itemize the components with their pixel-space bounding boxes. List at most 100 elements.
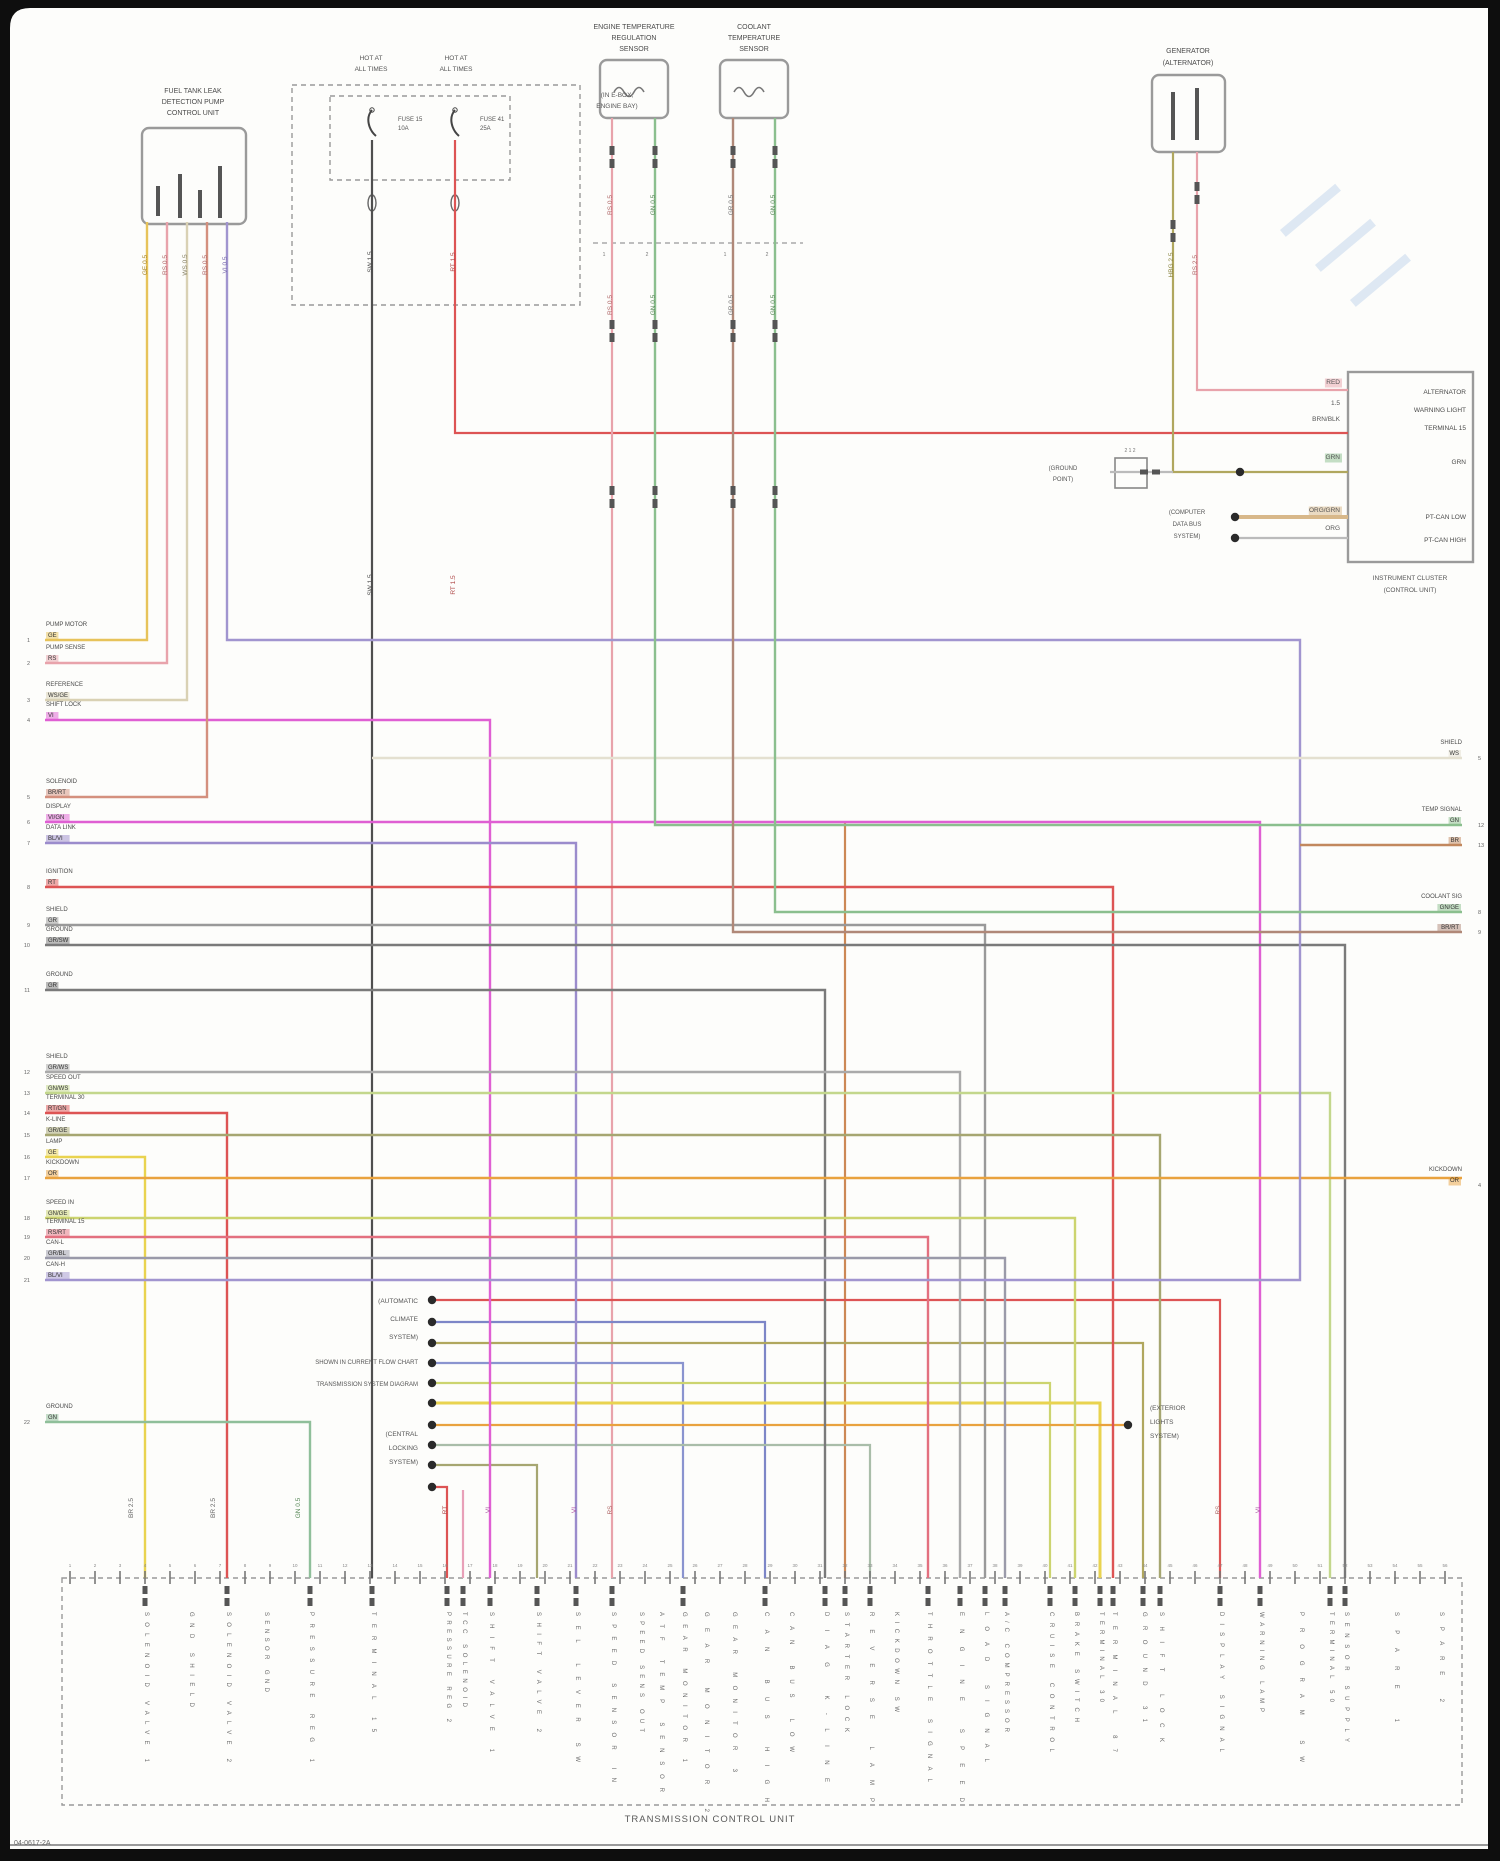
connector-mark [1170, 220, 1176, 229]
wire [432, 1341, 1145, 1578]
label: VI [571, 1507, 578, 1513]
label-bg [1437, 924, 1461, 933]
fuse-row [329, 95, 511, 181]
strip-pin-label: LOAD SIGNAL [983, 1612, 989, 1763]
strip-tick-number: 17 [467, 1563, 473, 1568]
pin-bar [1195, 88, 1199, 140]
label: GN 0.5 [295, 1497, 302, 1518]
label: SYSTEM) [389, 1459, 418, 1466]
splice-dot [427, 1482, 437, 1492]
left-pin-number: 6 [27, 820, 30, 826]
strip-entry-bar [444, 1598, 450, 1606]
strip-tick-number: 38 [992, 1563, 998, 1568]
watermark-bar [1280, 183, 1341, 237]
strip-tick-number: 49 [1267, 1563, 1273, 1568]
strip-entry-bar [369, 1586, 375, 1594]
label: GN 0.5 [770, 294, 777, 315]
strip-entry-bar [1072, 1598, 1078, 1606]
wire [432, 1381, 1052, 1578]
label: RS 0.5 [162, 255, 169, 275]
left-pin-name: CAN-H [46, 1262, 65, 1268]
strip-tick-number: 48 [1242, 1563, 1248, 1568]
strip-tick-number: 18 [492, 1563, 498, 1568]
splice-dot [1230, 533, 1240, 543]
splice-dot [427, 1378, 437, 1388]
pin-wire [45, 943, 1347, 1578]
left-pin-number: 19 [24, 1235, 30, 1241]
connector-mark [730, 333, 736, 342]
connector-mark [652, 159, 658, 168]
left-pin-code: GR/GE [48, 1128, 67, 1134]
strip-tick-number: 4 [144, 1563, 147, 1568]
pin-wire [45, 1133, 1162, 1578]
strip-tick-number: 29 [767, 1563, 773, 1568]
label: SW 1.5 [367, 251, 374, 273]
strip-tick-number: 37 [967, 1563, 973, 1568]
label: GR 0.5 [728, 194, 735, 215]
strip-pin-label: TERMINAL 15 [370, 1612, 376, 1733]
left-pin-number: 20 [24, 1256, 30, 1262]
left-pin-number: 4 [27, 718, 30, 724]
left-pin-code: GE [48, 633, 57, 639]
left-pin-name: DATA LINK [46, 825, 76, 831]
bottom-unit-title: TRANSMISSION CONTROL UNIT [624, 1814, 796, 1825]
left-pin-name: DISPLAY [46, 804, 71, 810]
pin-bar [218, 166, 222, 218]
left-pin-number: 14 [24, 1111, 30, 1117]
connector-mark [652, 333, 658, 342]
connector-mark [652, 499, 658, 508]
label: RT 1.5 [450, 252, 457, 272]
label-bg [46, 1105, 70, 1114]
label: SW 1.5 [367, 574, 374, 596]
left-pin-code: GR [48, 983, 58, 989]
label: 1 [603, 252, 606, 258]
wire [432, 1401, 1102, 1578]
left-pin-number: 13 [24, 1091, 30, 1097]
fuel-tank-leak-detection-unit-label: FUEL TANK LEAK [164, 88, 222, 95]
label: GRN [1452, 459, 1467, 466]
strip-tick-number: 23 [617, 1563, 623, 1568]
strip-entry-bar [1257, 1586, 1263, 1594]
label: RT 1.5 [450, 575, 457, 595]
fuel-tank-leak-detection-unit-label: DETECTION PUMP [162, 99, 225, 106]
right-pin-number: 13 [1478, 843, 1484, 849]
pin-wire [45, 1091, 1332, 1578]
connector-mark [772, 146, 778, 155]
strip-entry-bar [762, 1586, 768, 1594]
left-pin-name: PUMP SENSE [46, 645, 85, 651]
strip-tick-number: 19 [517, 1563, 523, 1568]
label: CLIMATE [390, 1316, 418, 1323]
connector-mark [652, 486, 658, 495]
strip-pin-label: GROUND 31 [1141, 1612, 1147, 1723]
left-pin-code: GR/BL [48, 1251, 67, 1257]
strip-entry-bar [925, 1598, 931, 1606]
label: ORG [1325, 525, 1340, 532]
strip-entry-bar [307, 1598, 313, 1606]
left-pin-code: RT [48, 880, 56, 886]
wire [432, 1485, 449, 1578]
connector-mark [730, 159, 736, 168]
strip-entry-bar [957, 1598, 963, 1606]
label: SYSTEM) [389, 1334, 418, 1341]
watermark-bar [1315, 218, 1376, 272]
label-bg [46, 1414, 59, 1423]
left-pin-code: GR/WS [48, 1065, 68, 1071]
strip-tick-number: 46 [1192, 1563, 1198, 1568]
strip-tick-number: 2 [94, 1563, 97, 1568]
fuse-terminal [369, 107, 375, 113]
connector-mark [609, 499, 615, 508]
strip-tick-number: 7 [219, 1563, 222, 1568]
strip-entry-bar [1002, 1586, 1008, 1594]
label: SHOWN IN CURRENT FLOW CHART [315, 1360, 418, 1366]
label: TRANSMISSION SYSTEM DIAGRAM [316, 1382, 418, 1388]
strip-entry-bar [680, 1598, 686, 1606]
splice-dot [427, 1420, 437, 1430]
strip-entry-bar [1002, 1598, 1008, 1606]
strip-entry-bar [1110, 1586, 1116, 1594]
right-pin-name: KICKDOWN [1429, 1167, 1462, 1173]
connector-mark [609, 146, 615, 155]
strip-entry-bar [534, 1598, 540, 1606]
strip-entry-bar [1257, 1598, 1263, 1606]
label: INSTRUMENT CLUSTER [1373, 575, 1448, 582]
connector-mark [1170, 233, 1176, 242]
